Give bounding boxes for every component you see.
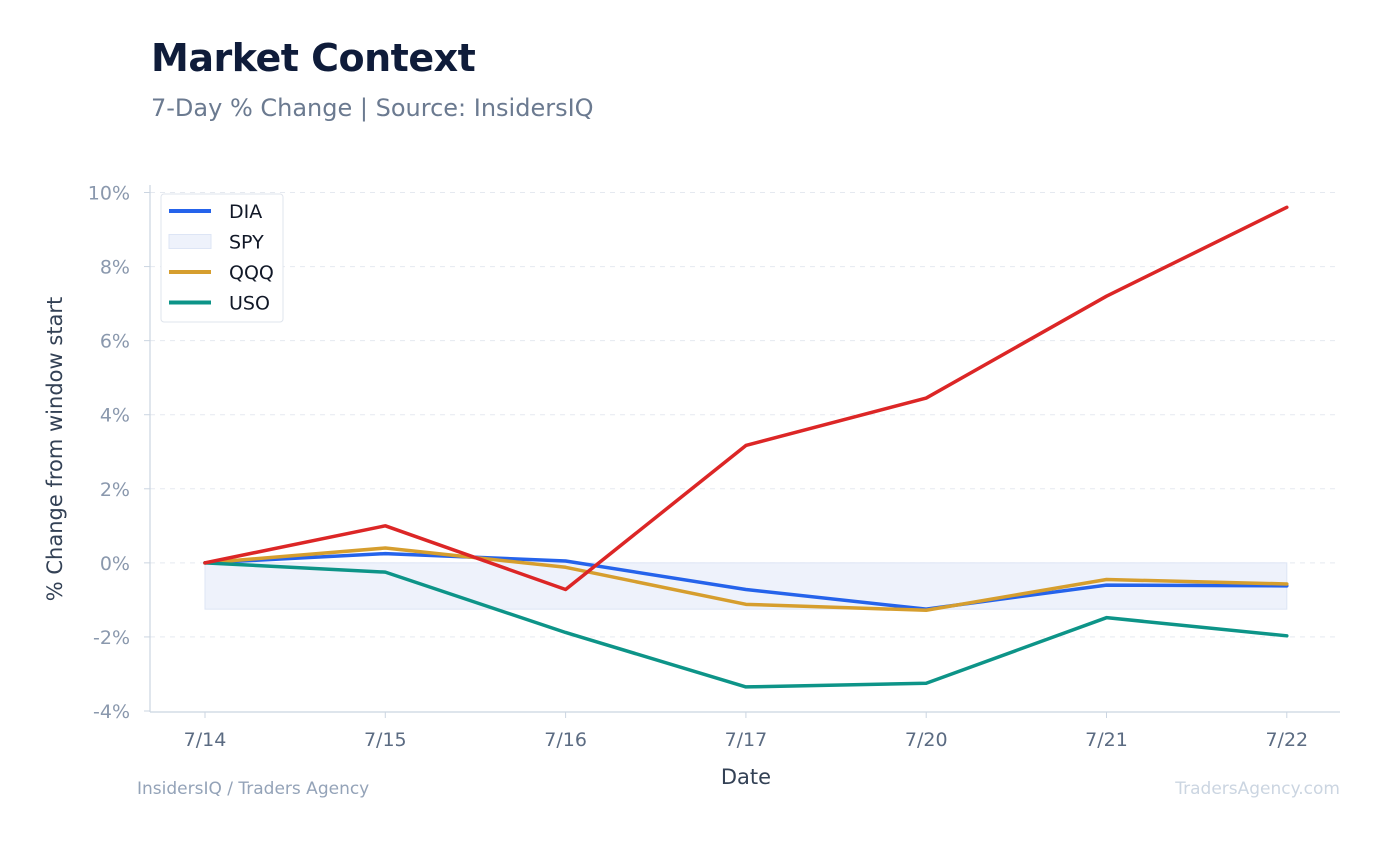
chart-subtitle: 7-Day % Change | Source: InsidersIQ <box>151 94 594 122</box>
footer-credit: InsidersIQ / Traders Agency <box>137 779 370 799</box>
legend-label: USO <box>229 293 270 315</box>
series-line-uso <box>203 561 1289 689</box>
y-axis-label: % Change from window start <box>43 297 67 602</box>
footer-site: TradersAgency.com <box>1175 779 1340 799</box>
x-axis-label: Date <box>721 765 771 789</box>
y-tick-label: 6% <box>100 331 130 353</box>
legend-label: QQQ <box>229 262 274 284</box>
x-tick-label: 7/22 <box>1265 729 1308 751</box>
legend: DIA SPY QQQ USO <box>160 193 284 323</box>
y-tick-label: 10% <box>88 183 130 205</box>
series-line-unlabeled <box>203 205 1289 592</box>
x-tick-label: 7/20 <box>905 729 948 751</box>
chart-title: Market Context <box>151 36 476 80</box>
y-tick-label: -2% <box>93 627 130 649</box>
legend-label: SPY <box>229 232 264 254</box>
legend-label: DIA <box>229 201 262 223</box>
y-tick-label: 8% <box>100 257 130 279</box>
x-tick-label: 7/17 <box>725 729 768 751</box>
series-line-dia <box>203 551 1289 611</box>
legend-box <box>160 193 284 323</box>
series-line-qqq <box>203 546 1289 613</box>
x-tick-label: 7/14 <box>184 729 227 751</box>
series-lines <box>203 205 1289 689</box>
y-tick-label: 4% <box>100 405 130 427</box>
y-tick-label: 2% <box>100 479 130 501</box>
y-tick-label: -4% <box>93 701 130 723</box>
legend-swatch <box>168 234 212 249</box>
y-tick-label: 0% <box>100 553 130 575</box>
axes: -4% -2% 0% 2% 4% 6% 8% 10% 7/14 7/15 7/16 7/17 7/20 7… <box>88 183 1340 751</box>
x-tick-label: 7/21 <box>1085 729 1128 751</box>
grid-lines <box>150 192 1340 638</box>
x-tick-label: 7/15 <box>364 729 407 751</box>
x-tick-label: 7/16 <box>544 729 587 751</box>
